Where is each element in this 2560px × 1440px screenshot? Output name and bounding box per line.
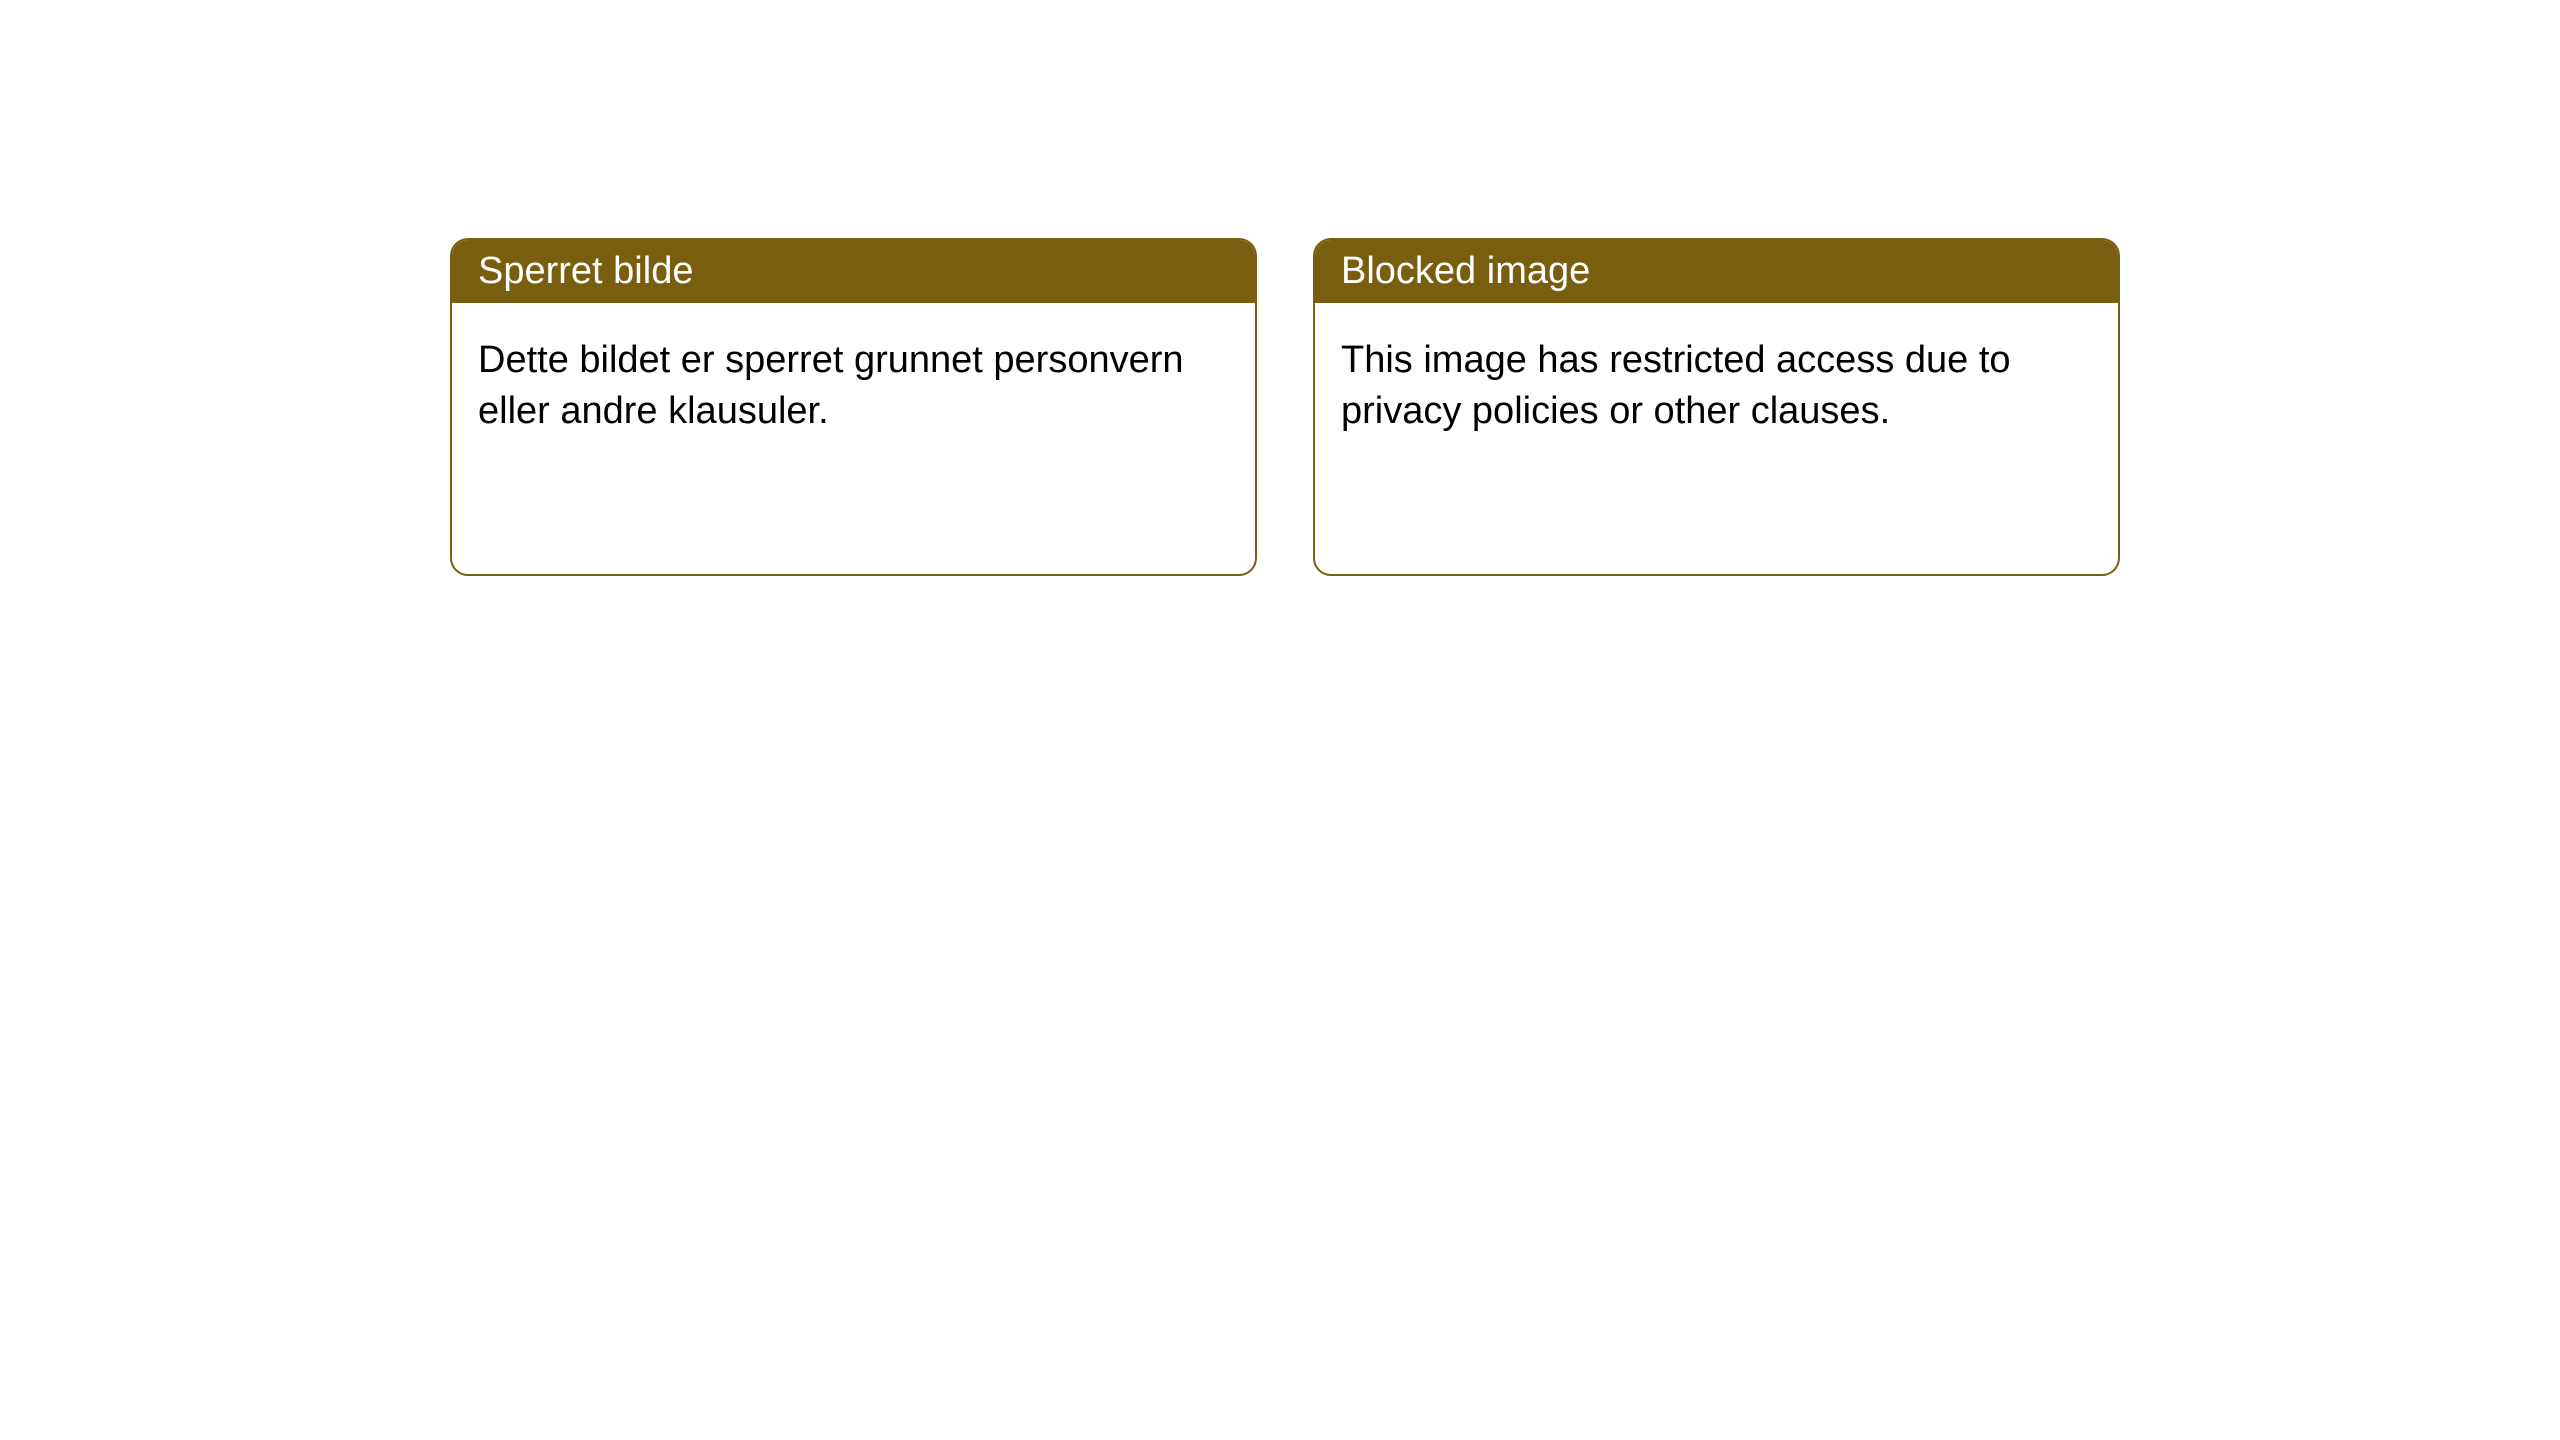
notice-header: Blocked image — [1315, 240, 2118, 303]
notice-body: Dette bildet er sperret grunnet personve… — [452, 303, 1255, 470]
notice-body: This image has restricted access due to … — [1315, 303, 2118, 470]
notice-title: Blocked image — [1341, 250, 1590, 292]
notice-title: Sperret bilde — [478, 250, 693, 292]
notice-message: Dette bildet er sperret grunnet personve… — [478, 339, 1184, 432]
notice-header: Sperret bilde — [452, 240, 1255, 303]
notice-container: Sperret bilde Dette bildet er sperret gr… — [450, 238, 2120, 576]
notice-card-norwegian: Sperret bilde Dette bildet er sperret gr… — [450, 238, 1257, 576]
notice-card-english: Blocked image This image has restricted … — [1313, 238, 2120, 576]
notice-message: This image has restricted access due to … — [1341, 339, 2011, 432]
